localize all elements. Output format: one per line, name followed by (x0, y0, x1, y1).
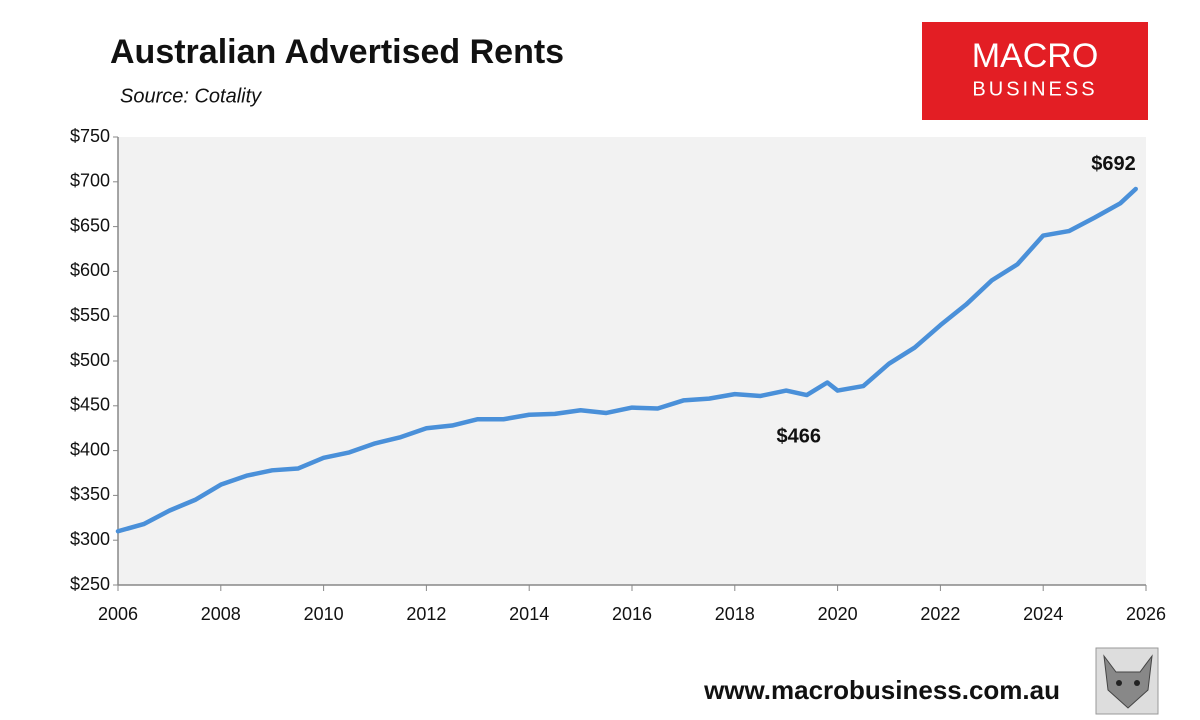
x-tick-label: 2022 (920, 604, 960, 624)
x-tick-label: 2020 (818, 604, 858, 624)
wolf-icon (1095, 647, 1159, 715)
x-tick-label: 2024 (1023, 604, 1063, 624)
y-tick-label: $450 (70, 395, 110, 415)
logo-top: MACRO (972, 37, 1099, 75)
line-series (115, 186, 1138, 534)
x-tick-label: 2018 (715, 604, 755, 624)
y-tick-label: $350 (70, 484, 110, 504)
x-tick-label: 2010 (304, 604, 344, 624)
y-tick-label: $700 (70, 171, 110, 191)
chart-subtitle: Source: Cotality (120, 85, 262, 107)
y-tick-label: $250 (70, 574, 110, 594)
logo-box (922, 22, 1148, 120)
y-tick-label: $400 (70, 439, 110, 459)
y-tick-label: $300 (70, 529, 110, 549)
annotation: $466 (777, 426, 822, 448)
plot-area (118, 137, 1146, 585)
y-tick-label: $500 (70, 350, 110, 370)
y-tick-label: $550 (70, 305, 110, 325)
x-tick-label: 2006 (98, 604, 138, 624)
x-tick-label: 2016 (612, 604, 652, 624)
y-tick-label: $650 (70, 215, 110, 235)
x-tick-label: 2026 (1126, 604, 1166, 624)
x-tick-label: 2014 (509, 604, 549, 624)
y-tick-label: $600 (70, 260, 110, 280)
logo-bottom: BUSINESS (972, 78, 1097, 100)
x-tick-label: 2008 (201, 604, 241, 624)
annotation: $692 (1091, 153, 1136, 175)
chart-title: Australian Advertised Rents (110, 33, 564, 71)
website: www.macrobusiness.com.au (703, 675, 1060, 705)
x-tick-label: 2012 (406, 604, 446, 624)
y-tick-label: $750 (70, 126, 110, 146)
